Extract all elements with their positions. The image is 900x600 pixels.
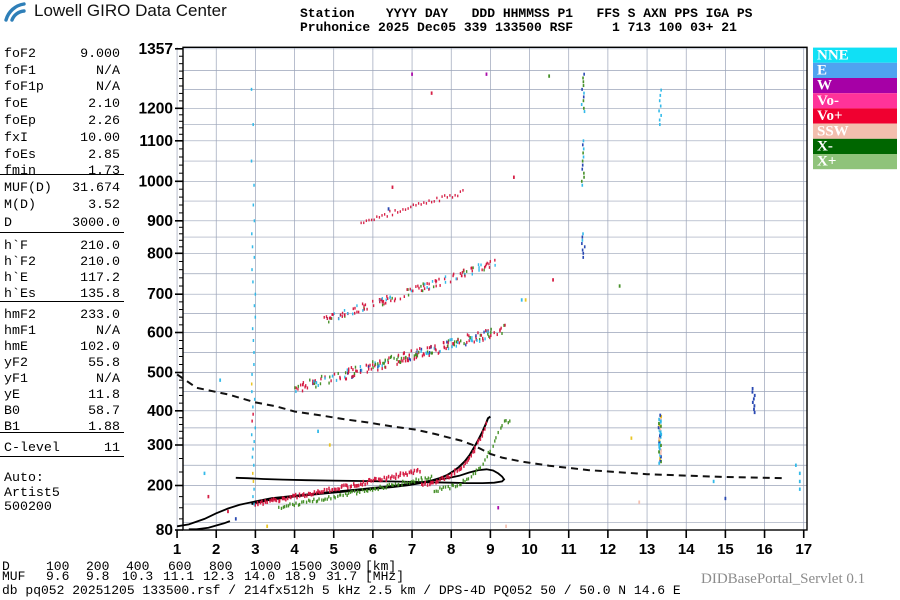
svg-text:800: 800 bbox=[147, 245, 173, 262]
svg-text:E: E bbox=[817, 63, 827, 79]
svg-text:Vo-: Vo- bbox=[817, 93, 839, 109]
svg-text:500: 500 bbox=[147, 365, 173, 382]
svg-text:13: 13 bbox=[639, 541, 656, 558]
svg-text:17: 17 bbox=[795, 541, 812, 558]
svg-text:5: 5 bbox=[330, 541, 338, 558]
svg-text:200: 200 bbox=[147, 478, 173, 495]
svg-text:1357: 1357 bbox=[139, 41, 173, 58]
svg-text:1200: 1200 bbox=[139, 100, 173, 117]
svg-text:4: 4 bbox=[290, 541, 299, 558]
svg-text:11: 11 bbox=[561, 541, 577, 558]
svg-text:700: 700 bbox=[147, 286, 173, 303]
svg-text:8: 8 bbox=[447, 541, 455, 558]
svg-text:12: 12 bbox=[600, 541, 617, 558]
svg-text:80: 80 bbox=[156, 522, 173, 539]
svg-text:9: 9 bbox=[486, 541, 494, 558]
svg-text:NNE: NNE bbox=[817, 47, 849, 63]
svg-text:10: 10 bbox=[521, 541, 538, 558]
svg-text:15: 15 bbox=[717, 541, 734, 558]
svg-text:7: 7 bbox=[408, 541, 416, 558]
svg-text:900: 900 bbox=[147, 213, 173, 230]
svg-text:2: 2 bbox=[212, 541, 220, 558]
svg-text:1000: 1000 bbox=[139, 173, 173, 190]
svg-text:Vo+: Vo+ bbox=[817, 108, 843, 124]
svg-text:16: 16 bbox=[756, 541, 773, 558]
svg-text:3: 3 bbox=[251, 541, 259, 558]
svg-text:SSW: SSW bbox=[817, 123, 849, 139]
svg-text:W: W bbox=[817, 78, 832, 94]
svg-text:400: 400 bbox=[147, 403, 173, 420]
svg-text:1100: 1100 bbox=[139, 133, 173, 150]
svg-text:X-: X- bbox=[817, 139, 833, 155]
svg-text:6: 6 bbox=[369, 541, 377, 558]
svg-text:300: 300 bbox=[147, 437, 173, 454]
svg-text:600: 600 bbox=[147, 325, 173, 342]
svg-text:X+: X+ bbox=[817, 154, 836, 170]
svg-text:14: 14 bbox=[678, 541, 695, 558]
svg-text:1: 1 bbox=[173, 541, 181, 558]
